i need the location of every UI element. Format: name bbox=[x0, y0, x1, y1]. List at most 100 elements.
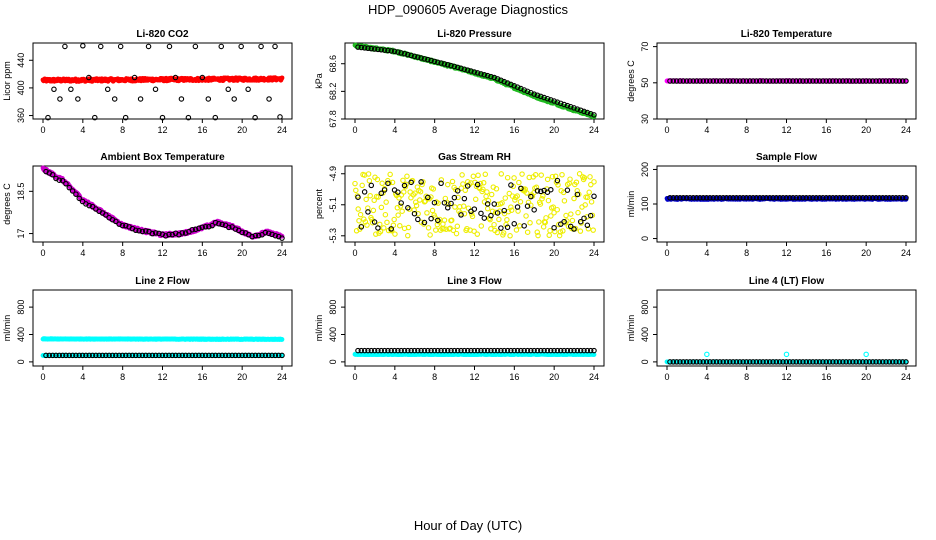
data-point bbox=[524, 203, 531, 209]
data-point bbox=[421, 199, 428, 205]
data-point bbox=[226, 224, 232, 231]
data-point bbox=[468, 68, 474, 74]
data-point bbox=[860, 195, 866, 201]
data-point bbox=[378, 190, 385, 197]
data-point bbox=[786, 195, 793, 201]
data-point bbox=[816, 195, 823, 201]
data-point bbox=[567, 104, 574, 110]
data-point bbox=[500, 230, 507, 236]
data-point bbox=[866, 195, 873, 201]
data-point bbox=[493, 186, 500, 192]
data-point bbox=[873, 78, 879, 84]
data-point bbox=[700, 78, 706, 84]
data-point bbox=[451, 194, 458, 201]
data-point bbox=[670, 78, 677, 84]
data-point bbox=[564, 102, 571, 109]
x-tick-label: 12 bbox=[781, 372, 791, 382]
data-point bbox=[517, 199, 524, 205]
data-point bbox=[381, 225, 387, 231]
data-point bbox=[564, 218, 570, 224]
data-point bbox=[543, 215, 549, 221]
data-point bbox=[750, 78, 756, 84]
x-tick-label: 24 bbox=[901, 248, 911, 258]
data-point bbox=[370, 207, 377, 214]
data-point bbox=[137, 96, 144, 102]
x-tick-label: 12 bbox=[469, 125, 479, 135]
series-dense-high bbox=[40, 336, 285, 342]
data-point bbox=[484, 72, 491, 79]
data-point bbox=[421, 219, 428, 226]
data-point bbox=[568, 211, 574, 217]
data-point bbox=[142, 228, 149, 234]
data-point bbox=[378, 204, 385, 211]
data-point bbox=[392, 231, 398, 237]
data-point bbox=[231, 96, 237, 102]
data-point bbox=[119, 222, 126, 229]
data-point bbox=[683, 195, 690, 201]
data-point bbox=[461, 211, 468, 217]
data-point bbox=[770, 78, 776, 84]
data-point bbox=[279, 75, 285, 81]
data-point bbox=[398, 50, 404, 56]
data-point bbox=[395, 189, 401, 195]
data-point bbox=[355, 44, 361, 50]
series-average bbox=[355, 44, 597, 118]
x-tick-label: 20 bbox=[861, 248, 871, 258]
data-point bbox=[484, 189, 490, 195]
data-point bbox=[484, 201, 491, 207]
data-point bbox=[178, 96, 185, 102]
x-tick-label: 12 bbox=[469, 248, 479, 258]
data-point bbox=[547, 227, 553, 234]
data-point bbox=[388, 48, 394, 54]
data-point bbox=[581, 215, 587, 222]
data-point bbox=[793, 78, 800, 84]
data-point bbox=[98, 43, 104, 50]
data-point bbox=[62, 43, 68, 50]
data-point bbox=[733, 195, 740, 201]
x-tick-label: 20 bbox=[237, 248, 247, 258]
data-point bbox=[516, 223, 523, 229]
data-point bbox=[730, 195, 736, 201]
data-point bbox=[523, 213, 529, 219]
data-point bbox=[584, 109, 591, 116]
data-point bbox=[717, 195, 723, 201]
data-point bbox=[588, 199, 595, 205]
y-tick-label: 440 bbox=[16, 53, 26, 68]
data-point bbox=[424, 210, 430, 216]
data-point bbox=[576, 171, 583, 177]
data-point bbox=[384, 219, 390, 226]
data-point bbox=[498, 171, 505, 177]
y-tick-label: 68.6 bbox=[328, 55, 338, 73]
x-tick-label: 16 bbox=[197, 248, 207, 258]
data-point bbox=[703, 195, 710, 201]
data-point bbox=[377, 228, 384, 235]
data-point bbox=[524, 229, 531, 235]
data-point bbox=[438, 180, 444, 187]
data-point bbox=[145, 43, 152, 50]
data-point bbox=[693, 78, 700, 84]
data-point bbox=[471, 206, 478, 212]
data-point bbox=[356, 217, 362, 224]
data-point bbox=[359, 182, 365, 189]
data-point bbox=[480, 179, 487, 186]
data-point bbox=[225, 86, 231, 93]
data-point bbox=[397, 203, 404, 209]
data-point bbox=[531, 91, 537, 97]
data-point bbox=[760, 195, 766, 201]
data-point bbox=[415, 54, 421, 60]
data-point bbox=[836, 78, 843, 84]
data-point bbox=[560, 228, 566, 234]
data-point bbox=[185, 114, 192, 121]
data-point bbox=[75, 96, 81, 102]
data-point bbox=[408, 52, 414, 59]
x-tick-label: 12 bbox=[157, 372, 167, 382]
y-tick-label: -5.3 bbox=[328, 228, 338, 244]
data-point bbox=[680, 195, 687, 201]
data-point bbox=[405, 224, 412, 231]
y-axis-label: ml/min bbox=[626, 191, 636, 218]
x-tick-label: 24 bbox=[589, 125, 599, 135]
data-point bbox=[582, 202, 588, 208]
data-point bbox=[387, 171, 393, 178]
data-point bbox=[408, 179, 414, 186]
